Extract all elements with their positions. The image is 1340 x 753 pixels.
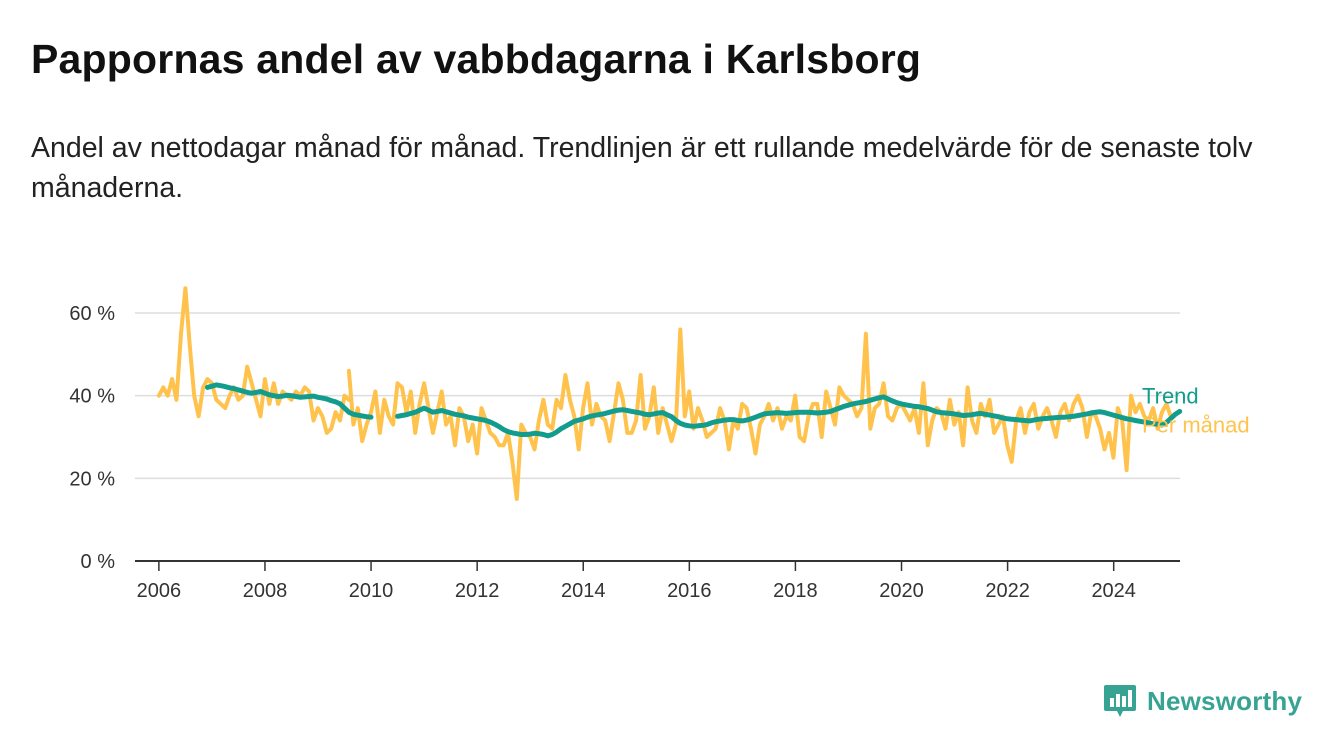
- y-tick-label: 20 %: [69, 468, 115, 490]
- x-tick-label: 2016: [667, 580, 712, 602]
- series-labels: Trend Per månad: [1142, 384, 1250, 438]
- x-tick-label: 2020: [879, 580, 924, 602]
- y-tick-label: 60 %: [69, 303, 115, 325]
- x-tick-label: 2006: [137, 580, 182, 602]
- x-axis-ticks: 2006 2008 2010 2012 2014 2016 2018 2020 2022 2024: [137, 561, 1136, 602]
- series-label-trend: Trend: [1142, 384, 1199, 409]
- series-label-per-manad: Per månad: [1142, 413, 1250, 438]
- x-tick-label: 2024: [1091, 580, 1136, 602]
- x-tick-label: 2012: [455, 580, 500, 602]
- y-axis-ticks: 0 % 20 % 40 % 60 %: [69, 303, 115, 573]
- series-line-trend: [205, 382, 374, 420]
- x-tick-label: 2010: [349, 580, 394, 602]
- series-lines: [156, 286, 1183, 501]
- x-tick-label: 2022: [985, 580, 1030, 602]
- chart-title: Pappornas andel av vabbdagarna i Karlsbo…: [31, 36, 922, 82]
- newsworthy-logo-icon: [1104, 685, 1136, 717]
- y-tick-label: 0 %: [81, 551, 116, 573]
- x-tick-label: 2014: [561, 580, 606, 602]
- series-line-per-m-nad: [156, 286, 351, 435]
- series-line-trend: [395, 394, 1183, 439]
- y-tick-label: 40 %: [69, 386, 115, 408]
- x-tick-label: 2008: [243, 580, 288, 602]
- x-tick-label: 2018: [773, 580, 818, 602]
- newsworthy-logo-text: Newsworthy: [1147, 685, 1303, 716]
- chart-subtitle: Andel av nettodagar månad för månad. Tre…: [31, 132, 1253, 204]
- newsworthy-logo: Newsworthy: [1103, 683, 1302, 719]
